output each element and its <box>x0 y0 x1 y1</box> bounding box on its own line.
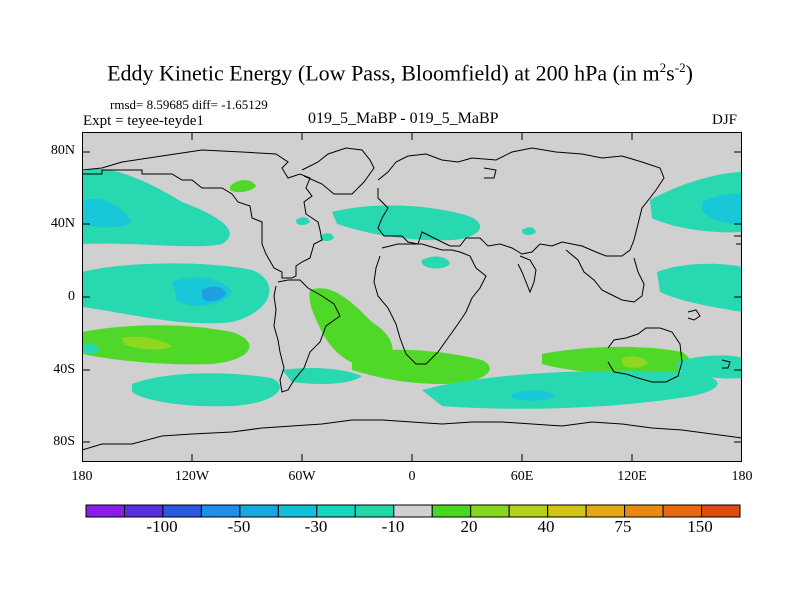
coast-greenland <box>301 147 375 195</box>
lon-label-180w: 180 <box>71 469 93 484</box>
colorbar-swatch <box>662 504 703 518</box>
colorbar-label: 150 <box>687 517 713 536</box>
lon-label-120w: 120W <box>174 469 210 484</box>
colorbar <box>85 504 741 518</box>
lat-label-80n: 80N <box>50 143 75 158</box>
anomaly-sh-indian-core <box>622 356 648 368</box>
coast-islands-1 <box>483 167 497 179</box>
experiment-label: Expt = teyee-teyde1 <box>83 113 204 129</box>
coast-europe-asia <box>377 147 665 257</box>
lat-label-40s: 40S <box>53 362 75 377</box>
colorbar-swatch <box>431 504 472 518</box>
stats-text: rmsd= 8.59685 diff= -1.65129 <box>110 97 268 112</box>
title-close: ) <box>685 60 693 86</box>
coast-india <box>517 255 537 294</box>
colorbar-label: -10 <box>381 517 405 536</box>
anomaly-southern-ocean-1 <box>132 373 280 407</box>
colorbar-label: 75 <box>614 517 632 536</box>
map-plot <box>82 132 742 462</box>
colorbar-swatch <box>508 504 549 518</box>
title-mid: s <box>666 60 675 86</box>
coast-south-america <box>273 279 341 393</box>
anomaly-asia-small <box>422 256 450 269</box>
colorbar-swatch <box>239 504 279 518</box>
anomaly-sh-pacific-core <box>122 336 172 350</box>
case-label: 019_5_MaBP - 019_5_MaBP <box>308 110 499 127</box>
lat-label-80s: 80S <box>53 434 75 449</box>
colorbar-swatch <box>701 504 741 518</box>
colorbar-label: -30 <box>304 517 328 536</box>
anomaly-southern-ocean-core <box>512 390 556 401</box>
coast-islands-4 <box>734 235 742 245</box>
anomaly-southern-ocean-3 <box>422 370 718 409</box>
lon-label-120e: 120E <box>617 469 647 484</box>
anomaly-sh-indian <box>542 346 690 377</box>
anomaly-atlantic <box>332 205 481 241</box>
colorbar-swatch <box>470 504 510 518</box>
lat-label-40n: 40N <box>50 216 75 231</box>
coast-antarctica <box>82 419 742 451</box>
lon-label-180e: 180 <box>731 469 753 484</box>
anomaly-south-america <box>309 288 393 369</box>
title-exp2: -2 <box>674 60 686 75</box>
anomaly-south-atlantic <box>352 349 490 384</box>
title-main: Eddy Kinetic Energy (Low Pass, Bloomfiel… <box>107 60 660 86</box>
colorbar-swatch <box>162 504 202 518</box>
coast-islands-3 <box>721 359 731 369</box>
anomaly-small-1 <box>320 233 334 241</box>
lon-label-60e: 60E <box>510 469 534 484</box>
anomaly-greenland <box>230 180 256 193</box>
anomaly-small-2 <box>522 227 536 235</box>
anomaly-nh-pacific-core <box>82 198 132 228</box>
anomaly-nw-pacific-core <box>702 193 742 224</box>
season-label: DJF <box>712 112 738 128</box>
lat-label-0: 0 <box>68 289 75 304</box>
colorbar-label: -50 <box>227 517 251 536</box>
anomaly-tropical-blue <box>202 286 226 302</box>
anomaly-nh-pacific <box>82 168 230 247</box>
anomaly-small-4 <box>388 221 402 229</box>
lon-label-0: 0 <box>408 469 416 484</box>
colorbar-swatch <box>200 504 241 518</box>
coast-islands-2 <box>687 309 701 321</box>
colorbar-swatch <box>547 504 587 518</box>
colorbar-label: 20 <box>460 517 478 536</box>
map-ticks <box>82 132 742 462</box>
coast-north-america <box>82 149 323 279</box>
anomaly-sh-small <box>82 343 100 354</box>
lon-label-60w: 60W <box>288 469 316 484</box>
colorbar-swatch <box>316 504 356 518</box>
anomaly-southern-ocean-2 <box>282 368 362 384</box>
colorbar-swatch <box>354 504 395 518</box>
colorbar-label: -100 <box>146 517 178 536</box>
coastlines <box>82 147 742 451</box>
colorbar-label: 40 <box>537 517 555 536</box>
coast-africa <box>373 243 487 365</box>
coast-se-asia <box>565 249 645 303</box>
title-exp1: 2 <box>659 60 667 75</box>
colorbar-swatch <box>624 504 664 518</box>
colorbar-swatch <box>123 504 164 518</box>
colorbar-swatch <box>393 504 433 518</box>
colorbar-swatch <box>85 504 125 518</box>
colorbar-swatch <box>277 504 318 518</box>
anomaly-small-3 <box>296 217 310 225</box>
coast-australia <box>607 327 683 383</box>
colorbar-swatch <box>585 504 626 518</box>
plot-title: Eddy Kinetic Energy (Low Pass, Bloomfiel… <box>0 60 800 86</box>
anomaly-indian-ocean <box>657 263 742 312</box>
